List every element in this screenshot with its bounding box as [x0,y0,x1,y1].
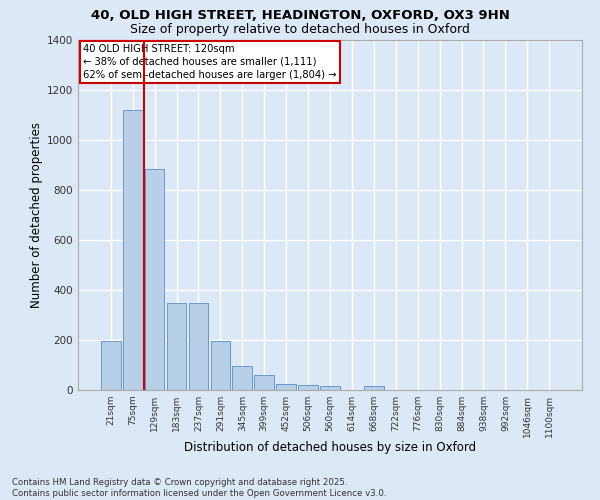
Bar [254,375,274,390]
X-axis label: Distribution of detached houses by size in Oxford: Distribution of detached houses by size … [184,441,476,454]
Bar [232,366,252,390]
Bar [167,302,187,390]
Bar [101,341,121,390]
Text: Contains HM Land Registry data © Crown copyright and database right 2025.
Contai: Contains HM Land Registry data © Crown c… [12,478,386,498]
Bar [276,384,296,390]
Text: Size of property relative to detached houses in Oxford: Size of property relative to detached ho… [130,22,470,36]
Bar [211,341,230,390]
Text: 40 OLD HIGH STREET: 120sqm
← 38% of detached houses are smaller (1,111)
62% of s: 40 OLD HIGH STREET: 120sqm ← 38% of deta… [83,44,337,80]
Bar [188,302,208,390]
Y-axis label: Number of detached properties: Number of detached properties [30,122,43,308]
Bar [145,169,164,390]
Bar [364,386,384,390]
Bar [320,386,340,390]
Text: 40, OLD HIGH STREET, HEADINGTON, OXFORD, OX3 9HN: 40, OLD HIGH STREET, HEADINGTON, OXFORD,… [91,9,509,22]
Bar [123,110,143,390]
Bar [298,384,318,390]
